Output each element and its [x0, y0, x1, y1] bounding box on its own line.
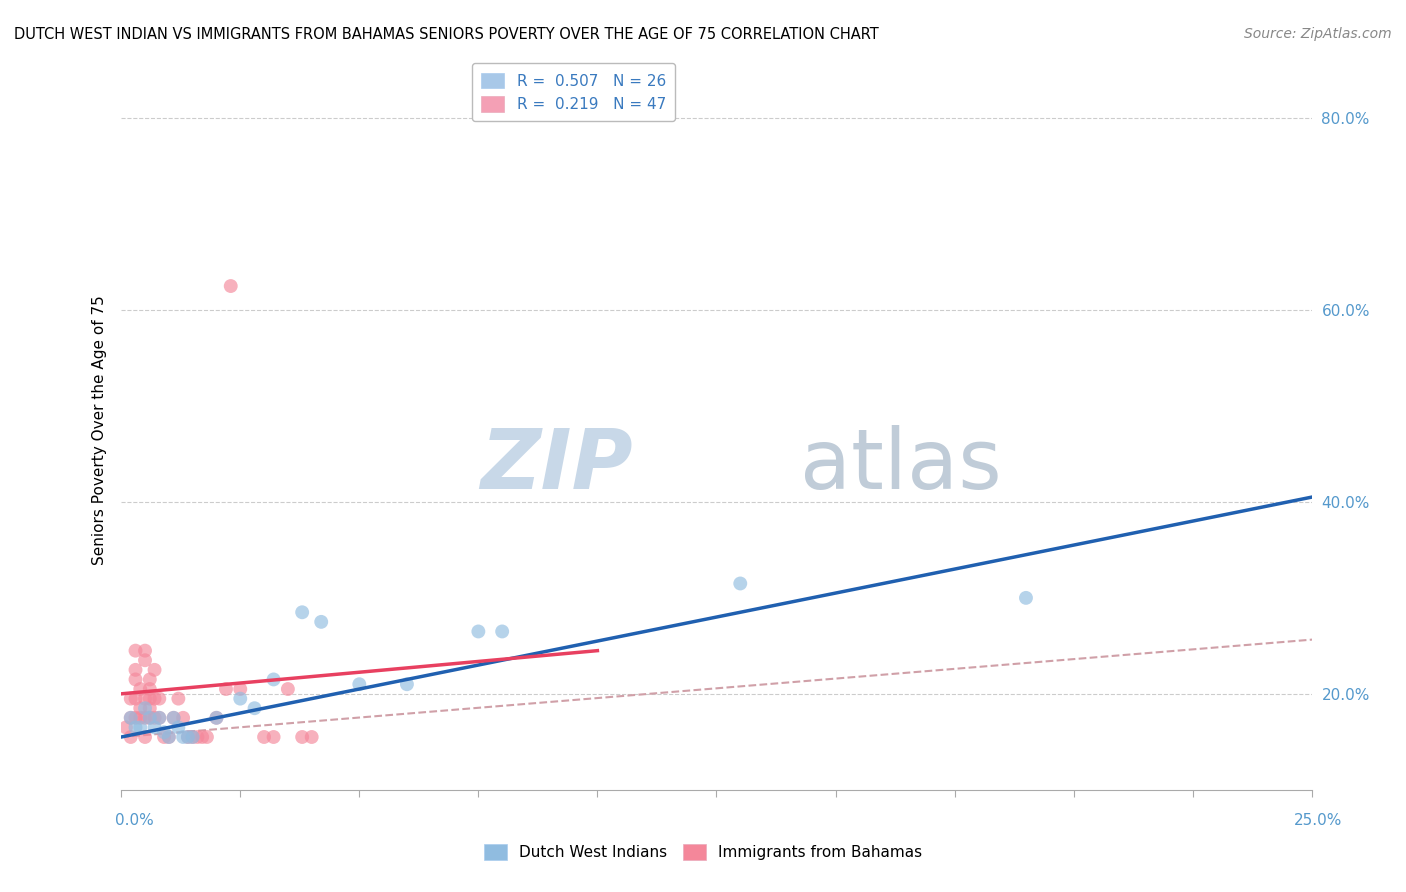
Text: DUTCH WEST INDIAN VS IMMIGRANTS FROM BAHAMAS SENIORS POVERTY OVER THE AGE OF 75 : DUTCH WEST INDIAN VS IMMIGRANTS FROM BAH…	[14, 27, 879, 42]
Point	[129, 681, 152, 696]
Point	[157, 730, 180, 744]
Point	[162, 711, 184, 725]
Point	[129, 711, 152, 725]
Point	[291, 730, 314, 744]
Point	[124, 673, 146, 687]
Point	[115, 720, 138, 734]
Point	[229, 691, 252, 706]
Point	[134, 711, 156, 725]
Point	[1015, 591, 1038, 605]
Point	[139, 691, 162, 706]
Point	[172, 730, 194, 744]
Point	[215, 681, 238, 696]
Point	[167, 720, 190, 734]
Point	[134, 701, 156, 715]
Point	[139, 673, 162, 687]
Point	[277, 681, 299, 696]
Point	[229, 681, 252, 696]
Point	[129, 720, 152, 734]
Point	[181, 730, 204, 744]
Point	[186, 730, 208, 744]
Point	[191, 730, 214, 744]
Point	[167, 691, 190, 706]
Point	[263, 730, 285, 744]
Point	[134, 643, 156, 657]
Point	[134, 653, 156, 667]
Point	[177, 730, 200, 744]
Point	[120, 691, 142, 706]
Point	[491, 624, 513, 639]
Point	[301, 730, 323, 744]
Point	[157, 730, 180, 744]
Legend: R =  0.507   N = 26, R =  0.219   N = 47: R = 0.507 N = 26, R = 0.219 N = 47	[472, 63, 675, 121]
Text: ZIP: ZIP	[481, 425, 633, 507]
Point	[124, 691, 146, 706]
Point	[139, 681, 162, 696]
Point	[129, 701, 152, 715]
Point	[395, 677, 418, 691]
Point	[120, 711, 142, 725]
Point	[139, 701, 162, 715]
Point	[263, 673, 285, 687]
Point	[120, 730, 142, 744]
Point	[349, 677, 371, 691]
Point	[219, 279, 242, 293]
Point	[143, 720, 166, 734]
Point	[143, 663, 166, 677]
Point	[124, 643, 146, 657]
Point	[291, 605, 314, 619]
Point	[134, 730, 156, 744]
Point	[120, 711, 142, 725]
Point	[124, 663, 146, 677]
Y-axis label: Seniors Poverty Over the Age of 75: Seniors Poverty Over the Age of 75	[93, 295, 107, 565]
Point	[172, 711, 194, 725]
Text: 25.0%: 25.0%	[1295, 814, 1343, 828]
Point	[730, 576, 752, 591]
Point	[153, 725, 176, 739]
Point	[205, 711, 228, 725]
Point	[139, 711, 162, 725]
Point	[134, 691, 156, 706]
Legend: Dutch West Indians, Immigrants from Bahamas: Dutch West Indians, Immigrants from Baha…	[478, 838, 928, 866]
Point	[143, 711, 166, 725]
Point	[253, 730, 276, 744]
Point	[467, 624, 489, 639]
Point	[148, 711, 170, 725]
Point	[162, 711, 184, 725]
Point	[205, 711, 228, 725]
Point	[309, 615, 332, 629]
Text: Source: ZipAtlas.com: Source: ZipAtlas.com	[1244, 27, 1392, 41]
Point	[195, 730, 218, 744]
Text: 0.0%: 0.0%	[115, 814, 155, 828]
Point	[139, 711, 162, 725]
Point	[177, 730, 200, 744]
Point	[124, 720, 146, 734]
Point	[124, 711, 146, 725]
Point	[243, 701, 266, 715]
Point	[153, 730, 176, 744]
Text: atlas: atlas	[800, 425, 1001, 507]
Point	[148, 711, 170, 725]
Point	[148, 691, 170, 706]
Point	[143, 691, 166, 706]
Point	[181, 730, 204, 744]
